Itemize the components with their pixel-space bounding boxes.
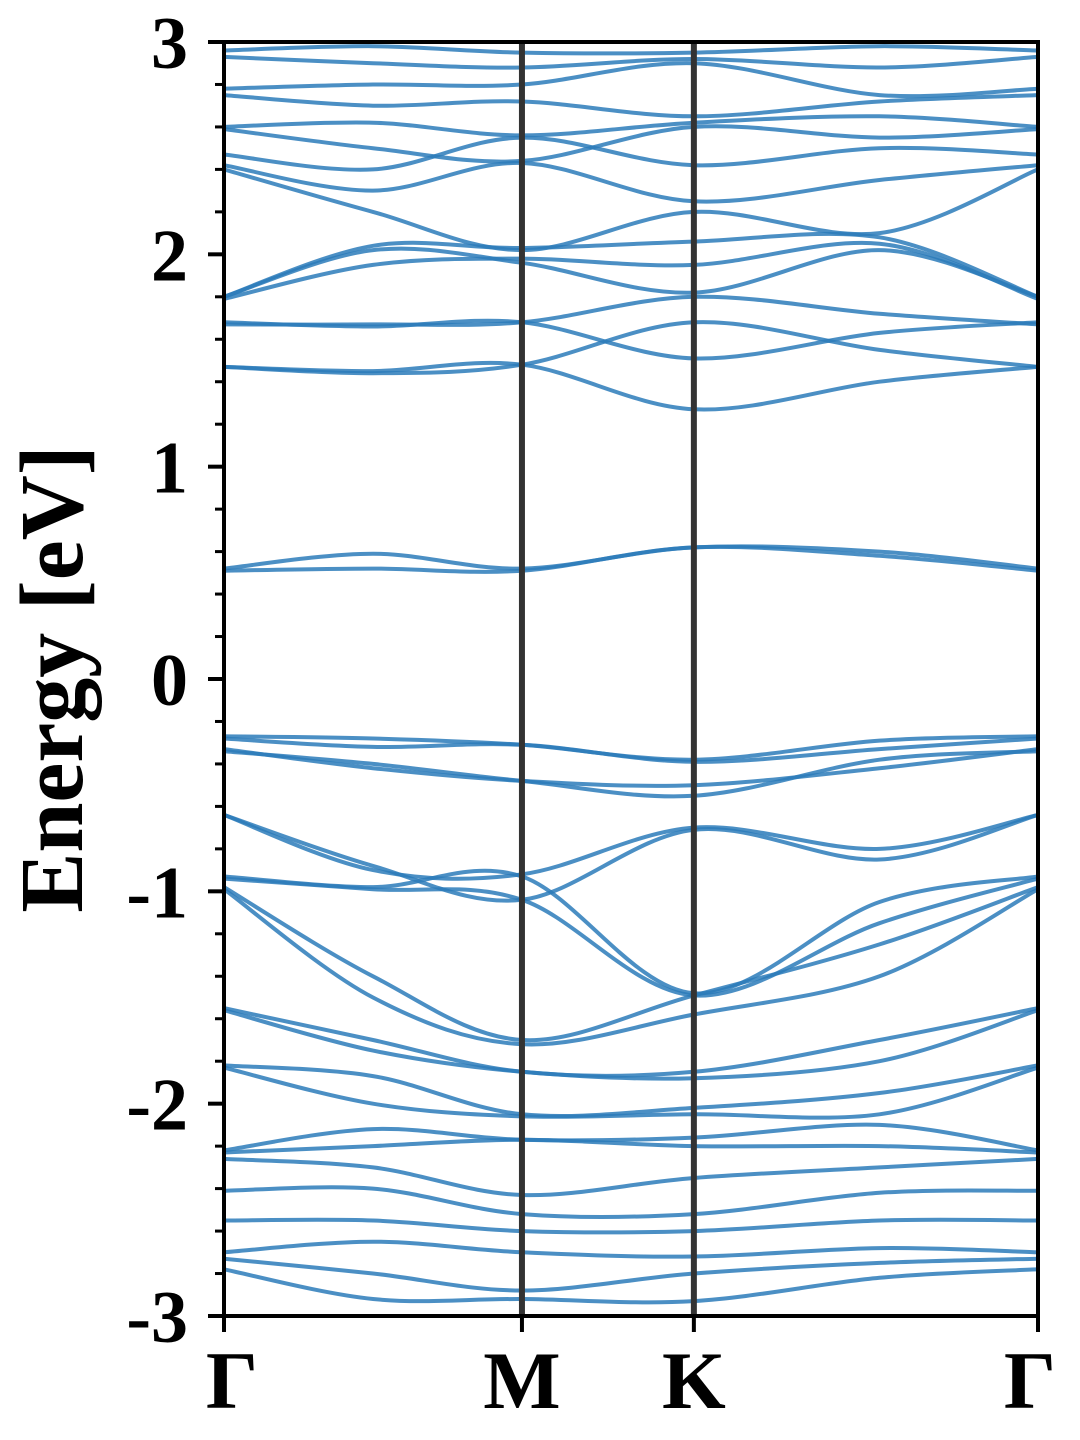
y-tick-label: -1 [126, 852, 188, 934]
x-tick-label-2: M [483, 1335, 560, 1426]
band-line-39 [224, 1256, 1038, 1293]
band-line-9 [224, 231, 1038, 299]
band-line-18 [224, 44, 1038, 56]
band-line-30 [224, 1008, 1038, 1081]
band-line-10 [224, 167, 1038, 253]
band-line-13 [224, 124, 1038, 164]
band-line-20 [224, 736, 1038, 764]
band-line-38 [224, 1239, 1038, 1259]
y-tick-label: 0 [151, 640, 188, 722]
band-line-14 [224, 114, 1038, 138]
band-line-7 [224, 246, 1038, 299]
band-line-15 [224, 93, 1038, 119]
y-tick-label: -2 [126, 1065, 188, 1147]
x-tick-label-4: Γ [1004, 1335, 1056, 1426]
band-line-6 [224, 294, 1038, 327]
band-line-26 [224, 876, 1038, 998]
y-axis-ticks: 3 2 1 0 -1 -2 -3 [126, 3, 224, 1359]
band-line-21 [224, 747, 1038, 788]
band-line-22 [224, 749, 1038, 799]
band-line-11 [224, 160, 1038, 204]
band-line-23 [224, 812, 1038, 881]
band-line-36 [224, 1185, 1038, 1219]
band-line-3 [224, 360, 1038, 412]
high-symmetry-dividers [518, 42, 697, 1316]
y-tick-label: 2 [151, 215, 188, 297]
plot-frame [222, 40, 1040, 1318]
band-line-27 [224, 885, 1038, 1043]
band-line-29 [224, 1006, 1038, 1078]
y-tick-label: -3 [126, 1277, 188, 1359]
band-line-16 [224, 61, 1038, 99]
band-lines [224, 44, 1038, 1305]
x-tick-label-1: Γ [206, 1335, 258, 1426]
band-line-37 [224, 1217, 1038, 1235]
band-line-34 [224, 1137, 1038, 1155]
band-line-28 [224, 887, 1038, 1047]
band-line-35 [224, 1156, 1038, 1198]
band-line-8 [224, 240, 1038, 301]
band-line-24 [224, 812, 1038, 903]
band-line-4 [224, 320, 1038, 376]
band-line-32 [224, 1065, 1038, 1120]
y-tick-label: 3 [151, 3, 188, 85]
band-line-33 [224, 1122, 1038, 1153]
band-line-17 [224, 54, 1038, 70]
band-line-12 [224, 135, 1038, 172]
band-line-2 [224, 544, 1038, 574]
x-tick-label-3: K [662, 1335, 726, 1426]
y-axis-label: Energy [eV] [3, 445, 102, 912]
band-line-40 [224, 1267, 1038, 1305]
y-tick-label: 1 [151, 428, 188, 510]
